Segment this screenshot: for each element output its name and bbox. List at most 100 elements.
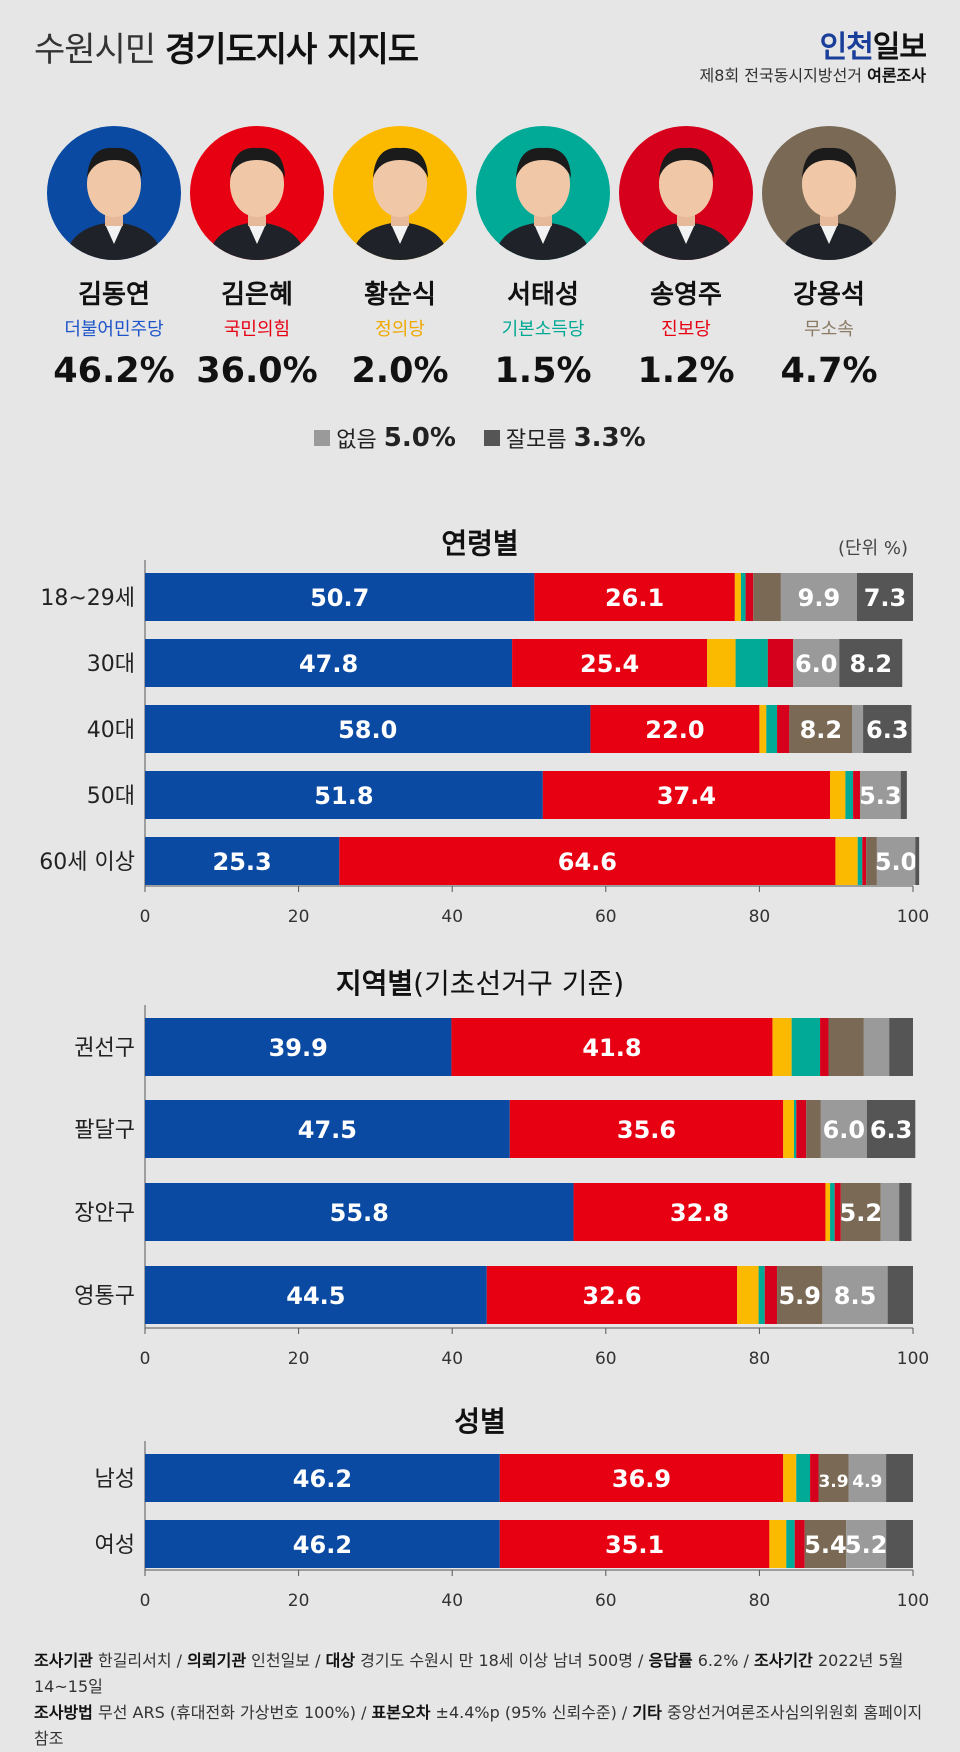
candidate-name: 황순식	[364, 280, 436, 310]
data-label: 6.3	[870, 1116, 913, 1144]
bar-segment	[534, 573, 735, 621]
age-section-title: 연령별	[441, 527, 519, 560]
bar-segment	[509, 1100, 784, 1158]
data-label: 22.0	[645, 716, 704, 744]
x-tick-label: 60	[595, 1349, 617, 1369]
none-swatch	[314, 430, 331, 446]
legend-none-unknown: 없음 5.0% 잘모름 3.3%	[0, 422, 960, 454]
bar-segment	[820, 1018, 829, 1076]
x-tick-label: 100	[897, 907, 929, 927]
bar-segment	[899, 1183, 912, 1241]
data-label: 51.8	[314, 782, 373, 810]
footer-org: 한길리서치	[97, 1651, 172, 1670]
category-label: 30대	[87, 652, 135, 677]
data-label: 6.3	[866, 716, 909, 744]
x-tick-label: 100	[897, 1349, 929, 1369]
bar-segment	[145, 1266, 487, 1324]
bar-segment	[499, 1454, 784, 1502]
bar-segment	[857, 837, 863, 885]
bar-segment	[834, 1183, 841, 1241]
bar-segment	[840, 1183, 881, 1241]
subtitle-light: 제8회 전국동시지방선거	[699, 66, 863, 85]
footer-resp-label: 응답률	[648, 1651, 693, 1670]
candidate-party: 무소속	[804, 319, 854, 340]
bar-segment	[753, 573, 781, 621]
candidate-name: 서태성	[507, 280, 579, 310]
x-tick-label: 20	[288, 1349, 310, 1369]
data-label: 25.4	[580, 650, 639, 678]
data-label: 8.2	[800, 716, 843, 744]
bar-segment	[856, 573, 913, 621]
footer-resp: 6.2%	[697, 1651, 739, 1670]
title-prefix: 수원시민	[34, 30, 156, 70]
logo-part1: 인천	[819, 30, 874, 65]
bar-segment	[339, 837, 836, 885]
category-label: 40대	[87, 718, 135, 743]
candidate-card: 황순식 정의당 2.0%	[328, 126, 472, 391]
bar-segment	[889, 1018, 913, 1076]
bar-segment	[791, 1018, 821, 1076]
data-label: 6.0	[795, 650, 838, 678]
bar-segment	[793, 639, 840, 687]
subtitle-bold: 여론조사	[867, 66, 926, 85]
data-label: 58.0	[338, 716, 397, 744]
page-title: 수원시민 경기도지사 지지도	[34, 22, 419, 71]
bar-segment	[818, 1454, 849, 1502]
data-label: 8.2	[850, 650, 893, 678]
bar-segment	[880, 1183, 900, 1241]
bar-segment	[145, 771, 543, 819]
candidate-percent: 36.0%	[196, 351, 318, 391]
bar-segment	[845, 771, 854, 819]
candidate-party: 국민의힘	[223, 319, 291, 340]
data-label: 32.8	[670, 1199, 729, 1227]
none-value: 5.0%	[383, 423, 456, 453]
data-label: 5.4	[804, 1531, 847, 1559]
bar-segment	[145, 1454, 500, 1502]
category-label: 60세 이상	[39, 850, 135, 875]
data-label: 8.5	[834, 1282, 877, 1310]
stacked-bar-charts: 0 20 40 60 80 100 18~29세 50.7 26.1 9.9 7.3 30대 47.8 2…	[39, 560, 929, 1611]
x-tick-label: 40	[441, 907, 463, 927]
x-tick-label: 40	[441, 1591, 463, 1611]
data-label: 4.9	[852, 1472, 882, 1492]
title-main: 경기도지사 지지도	[164, 30, 419, 70]
publisher-logo: 인천일보	[819, 22, 927, 66]
candidate-percent: 4.7%	[780, 351, 878, 391]
bar-segment	[887, 1266, 913, 1324]
category-label: 영통구	[74, 1284, 135, 1309]
candidate-name: 김동연	[78, 280, 150, 310]
none-label: 없음	[336, 428, 377, 453]
data-label: 35.6	[617, 1116, 676, 1144]
bar-segment	[783, 1454, 797, 1502]
x-tick-label: 0	[140, 907, 151, 927]
data-label: 5.9	[778, 1282, 821, 1310]
bar-segment	[740, 573, 746, 621]
bar-segment	[804, 1520, 847, 1568]
data-label: 39.9	[269, 1034, 328, 1062]
bar-segment	[825, 1183, 831, 1241]
survey-footer: 조사기관 한길리서치 / 의뢰기관 인천일보 / 대상 경기도 수원시 만 18…	[34, 1648, 934, 1752]
candidate-photo-icon	[762, 126, 896, 260]
data-label: 26.1	[605, 584, 664, 612]
bar-segment	[145, 639, 513, 687]
bar-segment	[735, 639, 768, 687]
bar-segment	[759, 705, 767, 753]
data-label: 36.9	[612, 1465, 671, 1493]
candidate-percent: 46.2%	[53, 351, 175, 391]
unknown-value: 3.3%	[573, 423, 646, 453]
bar-segment	[900, 771, 907, 819]
bar-segment	[793, 1100, 797, 1158]
bar-segment	[772, 1018, 792, 1076]
bar-segment	[810, 1454, 819, 1502]
candidate-percent: 1.5%	[494, 351, 592, 391]
x-tick-label: 60	[595, 1591, 617, 1611]
survey-subtitle: 제8회 전국동시지방선거 여론조사	[700, 62, 926, 86]
region-section-title: 지역별(기초선거구 기준)	[0, 962, 960, 1002]
bar-segment	[145, 705, 591, 753]
data-label: 3.9	[818, 1472, 848, 1492]
candidate-name: 김은혜	[221, 280, 293, 310]
bar-segment	[822, 1266, 888, 1324]
data-label: 46.2	[293, 1531, 352, 1559]
data-label: 6.0	[823, 1116, 866, 1144]
